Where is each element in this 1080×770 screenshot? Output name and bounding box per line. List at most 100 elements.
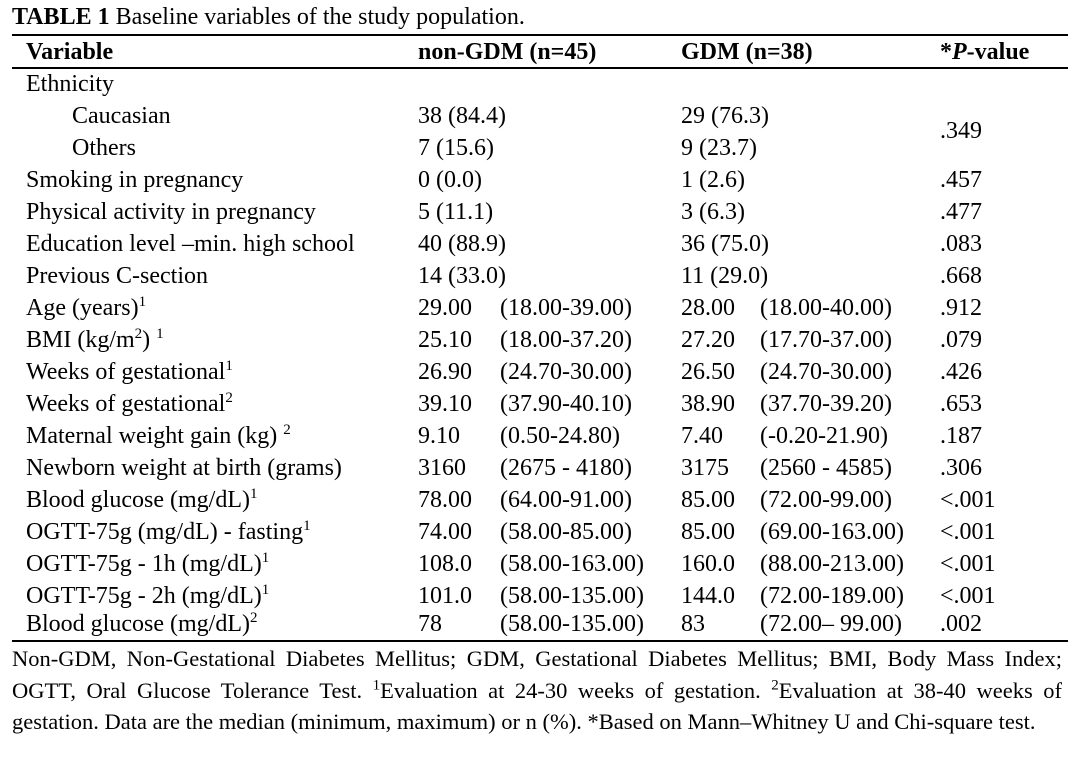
non-gdm-value: 5 (11.1) bbox=[418, 199, 494, 225]
p-value: .187 bbox=[940, 423, 982, 449]
table-row: OGTT-75g (mg/dL) - fasting1 74.00 (58.00… bbox=[0, 516, 1080, 548]
gdm-range: (72.00– 99.00) bbox=[760, 611, 902, 637]
table-footnote: Non-GDM, Non-Gestational Diabetes Mellit… bbox=[12, 646, 1063, 734]
row-label: Newborn weight at birth (grams) bbox=[26, 455, 342, 481]
row-label: Blood glucose (mg/dL)2 bbox=[26, 610, 258, 638]
gdm-median: 27.20 bbox=[681, 327, 735, 353]
header-variable: Variable bbox=[26, 39, 114, 65]
gdm-value: 36 (75.0) bbox=[681, 231, 769, 257]
gdm-range: (18.00-40.00) bbox=[760, 295, 892, 321]
non-gdm-range: (37.90-40.10) bbox=[500, 391, 632, 417]
non-gdm-range: (58.00-135.00) bbox=[500, 583, 644, 609]
non-gdm-median: 39.10 bbox=[418, 391, 472, 417]
p-value: .477 bbox=[940, 199, 982, 225]
p-value: .083 bbox=[940, 231, 982, 257]
p-value: .668 bbox=[940, 263, 982, 289]
non-gdm-median: 3160 bbox=[418, 455, 466, 481]
gdm-range: (69.00-163.00) bbox=[760, 519, 904, 545]
header-non-gdm: non-GDM (n=45) bbox=[418, 39, 597, 65]
table-row: Maternal weight gain (kg) 2 9.10 (0.50-2… bbox=[0, 420, 1080, 452]
gdm-median: 7.40 bbox=[681, 423, 723, 449]
p-value: .457 bbox=[940, 167, 982, 193]
p-value: .426 bbox=[940, 359, 982, 385]
gdm-median: 28.00 bbox=[681, 295, 735, 321]
row-label: Maternal weight gain (kg) 2 bbox=[26, 422, 291, 450]
header-p-italic: P bbox=[952, 39, 967, 65]
header-p-star: * bbox=[940, 39, 952, 65]
non-gdm-range: (18.00-39.00) bbox=[500, 295, 632, 321]
gdm-range: (72.00-189.00) bbox=[760, 583, 904, 609]
non-gdm-median: 108.0 bbox=[418, 551, 472, 577]
table-row: Smoking in pregnancy 0 (0.0) 1 (2.6) .45… bbox=[0, 164, 1080, 196]
header-p-rest: -value bbox=[966, 39, 1030, 65]
gdm-median: 144.0 bbox=[681, 583, 735, 609]
gdm-range: (2560 - 4585) bbox=[760, 455, 892, 481]
header-row: Variable non-GDM (n=45) GDM (n=38) *P-va… bbox=[0, 36, 1080, 68]
non-gdm-range: (18.00-37.20) bbox=[500, 327, 632, 353]
row-label: OGTT-75g - 2h (mg/dL)1 bbox=[26, 582, 270, 610]
table-caption-label: TABLE 1 bbox=[12, 4, 110, 30]
non-gdm-value: 14 (33.0) bbox=[418, 263, 506, 289]
table-caption-text: Baseline variables of the study populati… bbox=[109, 4, 525, 30]
non-gdm-range: (2675 - 4180) bbox=[500, 455, 632, 481]
row-label: Age (years)1 bbox=[26, 294, 147, 322]
gdm-range: (-0.20-21.90) bbox=[760, 423, 888, 449]
gdm-range: (37.70-39.20) bbox=[760, 391, 892, 417]
non-gdm-median: 29.00 bbox=[418, 295, 472, 321]
p-value: .653 bbox=[940, 391, 982, 417]
table-row: BMI (kg/m2) 1 25.10 (18.00-37.20) 27.20 … bbox=[0, 324, 1080, 356]
ethnicity-label: Ethnicity bbox=[26, 71, 114, 97]
table-row: Ethnicity bbox=[0, 68, 1080, 100]
non-gdm-value: 0 (0.0) bbox=[418, 167, 482, 193]
table-row: Others 7 (15.6) 9 (23.7) bbox=[0, 132, 1080, 164]
non-gdm-range: (58.00-163.00) bbox=[500, 551, 644, 577]
gdm-range: (17.70-37.00) bbox=[760, 327, 892, 353]
non-gdm-value: 7 (15.6) bbox=[418, 135, 494, 161]
p-value: .912 bbox=[940, 295, 982, 321]
table-row: Newborn weight at birth (grams) 3160 (26… bbox=[0, 452, 1080, 484]
table-caption: TABLE 1 Baseline variables of the study … bbox=[12, 3, 525, 31]
non-gdm-range: (24.70-30.00) bbox=[500, 359, 632, 385]
table-row: Caucasian 38 (84.4) 29 (76.3) bbox=[0, 100, 1080, 132]
gdm-median: 83 bbox=[681, 611, 705, 637]
gdm-median: 26.50 bbox=[681, 359, 735, 385]
p-value: .079 bbox=[940, 327, 982, 353]
row-label: OGTT-75g - 1h (mg/dL)1 bbox=[26, 550, 270, 578]
table-row: Blood glucose (mg/dL)2 78 (58.00-135.00)… bbox=[0, 608, 1080, 640]
ethnicity-p-value: .349 bbox=[940, 118, 982, 144]
table-row: Blood glucose (mg/dL)1 78.00 (64.00-91.0… bbox=[0, 484, 1080, 516]
p-value: .002 bbox=[940, 611, 982, 637]
row-label: OGTT-75g (mg/dL) - fasting1 bbox=[26, 518, 311, 546]
gdm-median: 3175 bbox=[681, 455, 729, 481]
non-gdm-value: 38 (84.4) bbox=[418, 103, 506, 129]
table-row: OGTT-75g - 2h (mg/dL)1 101.0 (58.00-135.… bbox=[0, 580, 1080, 612]
table-row: Education level –min. high school 40 (88… bbox=[0, 228, 1080, 260]
non-gdm-median: 25.10 bbox=[418, 327, 472, 353]
non-gdm-range: (64.00-91.00) bbox=[500, 487, 632, 513]
gdm-value: 29 (76.3) bbox=[681, 103, 769, 129]
non-gdm-median: 26.90 bbox=[418, 359, 472, 385]
non-gdm-median: 78.00 bbox=[418, 487, 472, 513]
row-label: BMI (kg/m2) 1 bbox=[26, 326, 164, 354]
gdm-value: 3 (6.3) bbox=[681, 199, 745, 225]
non-gdm-median: 101.0 bbox=[418, 583, 472, 609]
gdm-median: 38.90 bbox=[681, 391, 735, 417]
row-label: Smoking in pregnancy bbox=[26, 167, 244, 193]
row-label: Physical activity in pregnancy bbox=[26, 199, 316, 225]
gdm-value: 1 (2.6) bbox=[681, 167, 745, 193]
table-row: OGTT-75g - 1h (mg/dL)1 108.0 (58.00-163.… bbox=[0, 548, 1080, 580]
gdm-value: 9 (23.7) bbox=[681, 135, 757, 161]
p-value: <.001 bbox=[940, 487, 996, 513]
top-rule bbox=[12, 34, 1068, 36]
table-row: Previous C-section 14 (33.0) 11 (29.0) .… bbox=[0, 260, 1080, 292]
row-label: Caucasian bbox=[72, 103, 171, 129]
non-gdm-median: 74.00 bbox=[418, 519, 472, 545]
row-label: Weeks of gestational2 bbox=[26, 390, 233, 418]
bottom-rule bbox=[12, 640, 1068, 642]
non-gdm-median: 78 bbox=[418, 611, 442, 637]
row-label: Previous C-section bbox=[26, 263, 208, 289]
gdm-median: 85.00 bbox=[681, 487, 735, 513]
p-value: <.001 bbox=[940, 551, 996, 577]
gdm-median: 85.00 bbox=[681, 519, 735, 545]
table-row: Weeks of gestational1 26.90 (24.70-30.00… bbox=[0, 356, 1080, 388]
